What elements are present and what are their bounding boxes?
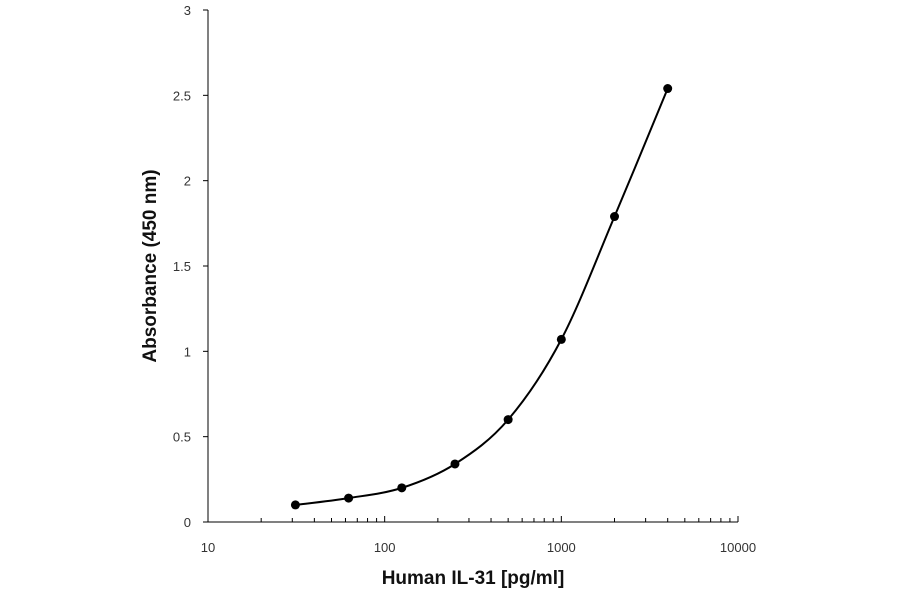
series-curve [295, 88, 669, 506]
data-point [503, 415, 513, 425]
ticks [203, 9, 739, 523]
data-point [663, 84, 673, 94]
y-tick-label: 0.5 [173, 430, 191, 445]
data-point [556, 334, 566, 344]
data-point [290, 500, 300, 510]
y-tick-label: 2 [184, 174, 191, 189]
y-tick-label: 1.5 [173, 259, 191, 274]
y-tick-label: 2.5 [173, 88, 191, 103]
axes [207, 10, 738, 523]
data-point [610, 212, 620, 222]
y-tick-label: 0 [184, 515, 191, 530]
x-tick-label: 10 [201, 540, 215, 555]
data-point [344, 493, 354, 503]
data-point [450, 459, 460, 469]
y-axis-title: Absorbance (450 nm) [140, 169, 161, 362]
tick-labels: 0 0.5 1 1.5 2 2.5 3 10 100 1000 10000 [173, 3, 756, 555]
data-points [290, 84, 673, 510]
x-axis-title: Human IL-31 [pg/ml] [382, 568, 565, 589]
x-tick-label: 1000 [547, 540, 576, 555]
x-tick-label: 100 [374, 540, 396, 555]
y-tick-label: 1 [184, 344, 191, 359]
data-point [397, 483, 407, 493]
x-tick-label: 10000 [720, 540, 756, 555]
y-tick-label: 3 [184, 3, 191, 18]
